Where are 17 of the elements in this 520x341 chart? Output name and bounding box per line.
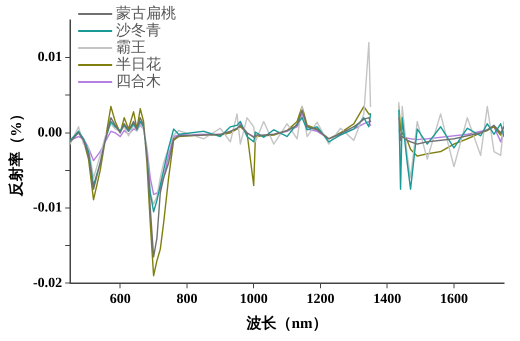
x-tick-label: 1200 (306, 292, 334, 308)
x-tick-label: 1000 (240, 292, 268, 308)
legend-label: 四合木 (116, 72, 162, 90)
legend-label: 沙冬青 (116, 22, 162, 39)
x-axis-title: 波长（nm） (246, 314, 328, 332)
y-axis-title: 反射率（%） (6, 106, 25, 198)
y-tick-label: 0.01 (38, 50, 62, 66)
legend-label: 霸王 (116, 38, 146, 56)
y-tick-label: -0.02 (32, 276, 62, 291)
x-tick-label: 800 (176, 292, 198, 308)
legend-label: 半日花 (116, 56, 162, 73)
y-tick-label: -0.01 (32, 200, 62, 216)
x-tick-label: 1400 (373, 292, 402, 308)
y-tick-label: 0.00 (38, 125, 62, 140)
x-tick-label: 600 (110, 292, 131, 308)
x-tick-label: 1600 (440, 292, 468, 308)
legend-label: 蒙古扁桃 (116, 4, 176, 22)
